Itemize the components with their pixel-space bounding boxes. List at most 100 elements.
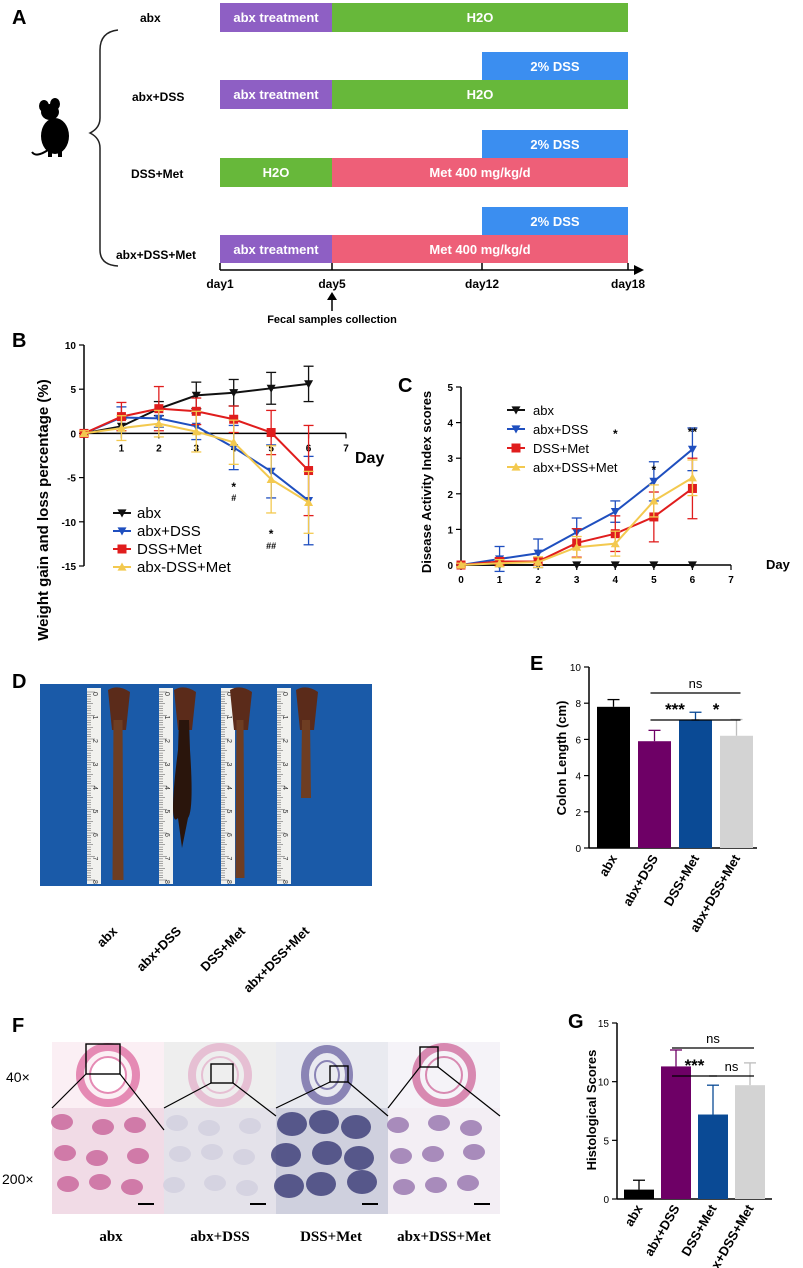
timeline-bar [332,158,628,187]
tissue-crypt [463,1144,485,1160]
group-label-dss-met: DSS+Met [131,167,183,181]
colon-cross-section [188,1043,252,1107]
ruler-mark: 1 [281,716,288,720]
legend-item: abx [113,505,162,522]
data-point [649,477,659,486]
data-point [687,473,697,482]
x-tick-label: 7 [343,443,349,454]
colon-tissue [173,687,196,848]
ruler-mark: 2 [91,739,98,743]
x-tick-label: 6 [690,575,696,586]
data-point [511,462,521,471]
legend-item: abx [507,403,554,418]
legend-label: abx-DSS+Met [137,559,232,576]
tissue-crypt [169,1146,191,1162]
timeline-row-abx: abx treatment H2O [220,3,628,32]
group-label-abx-dss-met: abx+DSS+Met [116,248,196,262]
data-point [649,561,659,570]
panel-label-b: B [12,330,26,352]
bar-text: 2% DSS [530,137,579,152]
timeline-axis [219,263,644,275]
colon-cecum [230,687,252,730]
timeline-bar [332,3,628,32]
timeline-day-label: day18 [611,277,645,291]
panel-label-c: C [398,375,412,397]
y-tick-label: 5 [70,385,76,396]
fecal-collection-label: Fecal samples collection [267,314,397,326]
x-tick-label: 3 [574,575,580,586]
tissue-crypt [89,1174,111,1190]
significance-mark: * [652,463,657,477]
colon-cecum [174,687,196,730]
data-point [511,425,521,434]
significance-mark: * [713,700,720,719]
data-point [266,474,276,483]
x-axis-label: Day [355,450,384,467]
timeline-row-dss-met: 2% DSS H2O Met 400 mg/kg/d [220,130,628,187]
tissue-crypt [390,1148,412,1164]
ruler: 0 1 2 3 4 5 6 7 8 [159,688,173,884]
ruler: 0 1 2 3 4 5 6 7 8 [277,688,291,884]
y-tick-label: 5 [603,1136,609,1147]
tissue-crypt [92,1119,114,1135]
colon-cross-section [301,1045,353,1105]
ruler-mark: 5 [163,810,170,814]
legend-item: abx+DSS+Met [507,460,618,475]
bar-text: H2O [467,87,494,102]
legend-item: abx-DSS+Met [113,559,232,576]
ruler: 0 1 2 3 4 5 6 7 8 [87,688,101,884]
legend-label: DSS+Met [137,541,202,558]
ruler-mark: 1 [225,716,232,720]
ruler-mark: 0 [163,692,170,696]
data-point [117,544,127,554]
significance-mark: ns [725,1059,739,1074]
data-point [117,509,127,518]
tissue-crypt [198,1120,220,1136]
category-label: DSS+Met [661,851,703,908]
ruler-mark: 8 [225,880,232,884]
category-label: abx [621,1201,646,1229]
panel-label-g: G [568,1011,584,1033]
ruler-mark: 8 [281,880,288,884]
legend-label: abx+DSS [533,422,589,437]
tissue-crypt [347,1170,377,1194]
data-point [610,539,620,548]
colon-label: abx+DSS [133,923,184,974]
chart-b-marks: *#*## [79,365,314,551]
y-tick-label: -10 [62,518,77,529]
panel-b: B Weight gain and loss percentage (%) 10… [12,330,384,641]
zoom-box [85,1043,121,1075]
data-point [533,557,543,566]
significance-mark: # [231,493,236,503]
histology-200x-image [164,1108,276,1214]
significance-mark: ** [688,425,698,439]
category-label: abx+DSS [641,1202,683,1259]
category-label: abx [596,851,621,879]
ruler-mark: 0 [225,692,232,696]
x-tick-label: 4 [613,575,619,586]
series-abx+DSS+Met [456,459,698,569]
histology-images [51,1042,501,1214]
data-point [456,560,466,569]
ruler-mark: 7 [163,857,170,861]
colon-cecum [296,687,318,730]
data-point [154,404,164,414]
histology-label: abx+DSS+Met [397,1229,491,1245]
data-point [304,497,314,506]
zoom-box [329,1065,349,1083]
y-tick-label: -15 [62,562,77,573]
y-tick-label: 1 [447,525,453,536]
y-tick-label: 2 [575,808,581,819]
zoom-box [210,1063,234,1084]
data-point [610,508,620,517]
timeline-bar [220,80,332,109]
tissue-crypt [425,1177,447,1193]
data-point [572,542,582,551]
ruler-mark: 3 [163,763,170,767]
zoom-line [119,1073,165,1131]
significance-mark: ns [706,1031,720,1046]
data-point [533,549,543,558]
series-abx-DSS+Met [79,409,314,534]
tissue-crypt [51,1114,73,1130]
ruler-mark: 0 [91,692,98,696]
